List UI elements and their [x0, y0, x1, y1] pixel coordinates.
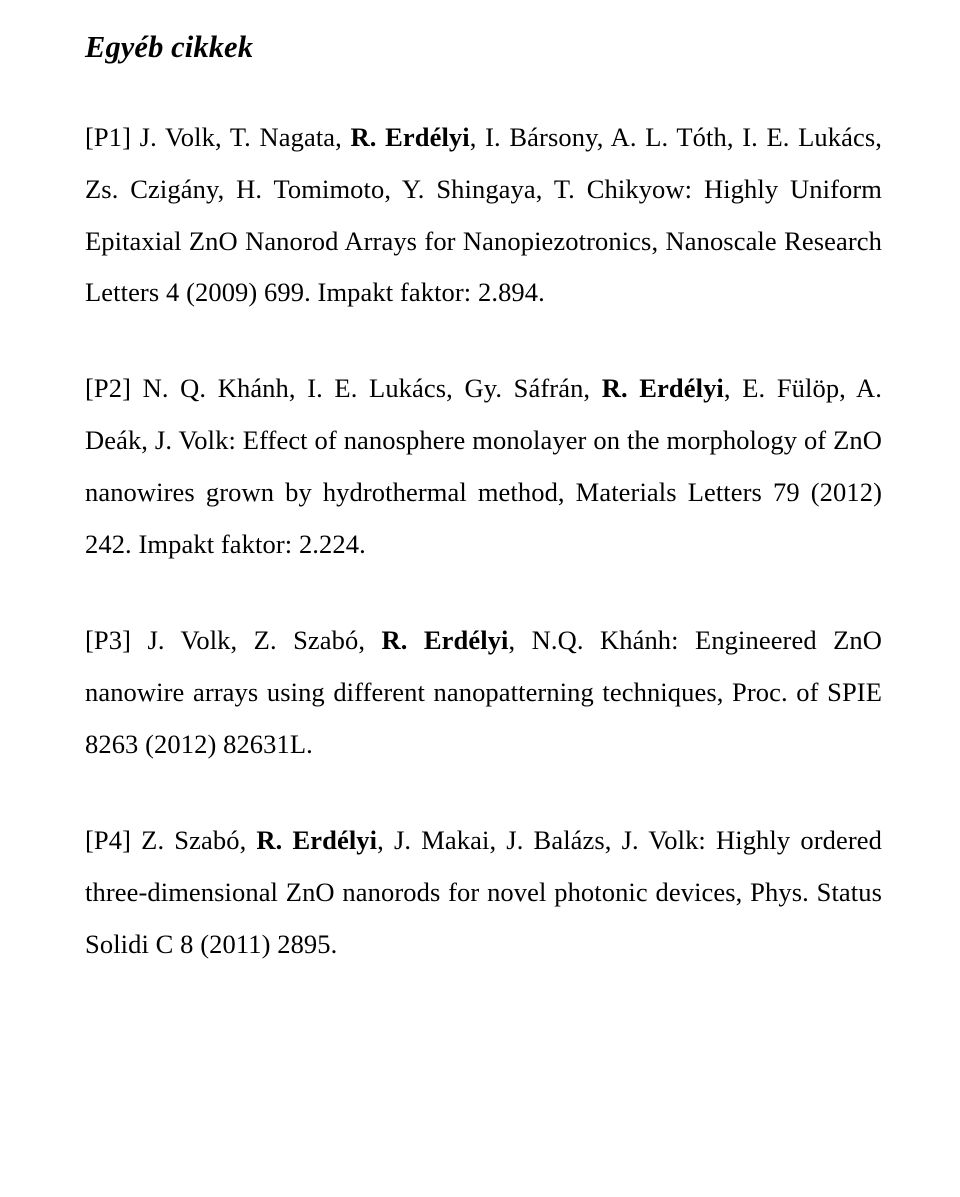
author-emphasis: R. Erdélyi	[351, 122, 470, 152]
author-emphasis: R. Erdélyi	[256, 825, 377, 855]
reference-p3: [P3] J. Volk, Z. Szabó, R. Erdélyi, N.Q.…	[85, 615, 882, 771]
section-heading: Egyéb cikkek	[85, 28, 882, 68]
ref-text: [P2] N. Q. Khánh, I. E. Lukács, Gy. Sáfr…	[85, 373, 602, 403]
ref-text: [P4] Z. Szabó,	[85, 825, 256, 855]
author-emphasis: R. Erdélyi	[602, 373, 724, 403]
document-page: Egyéb cikkek [P1] J. Volk, T. Nagata, R.…	[0, 0, 960, 1197]
reference-p1: [P1] J. Volk, T. Nagata, R. Erdélyi, I. …	[85, 112, 882, 320]
reference-p4: [P4] Z. Szabó, R. Erdélyi, J. Makai, J. …	[85, 815, 882, 971]
reference-p2: [P2] N. Q. Khánh, I. E. Lukács, Gy. Sáfr…	[85, 363, 882, 571]
ref-text: [P3] J. Volk, Z. Szabó,	[85, 625, 382, 655]
author-emphasis: R. Erdélyi	[382, 625, 509, 655]
ref-text: [P1] J. Volk, T. Nagata,	[85, 122, 351, 152]
